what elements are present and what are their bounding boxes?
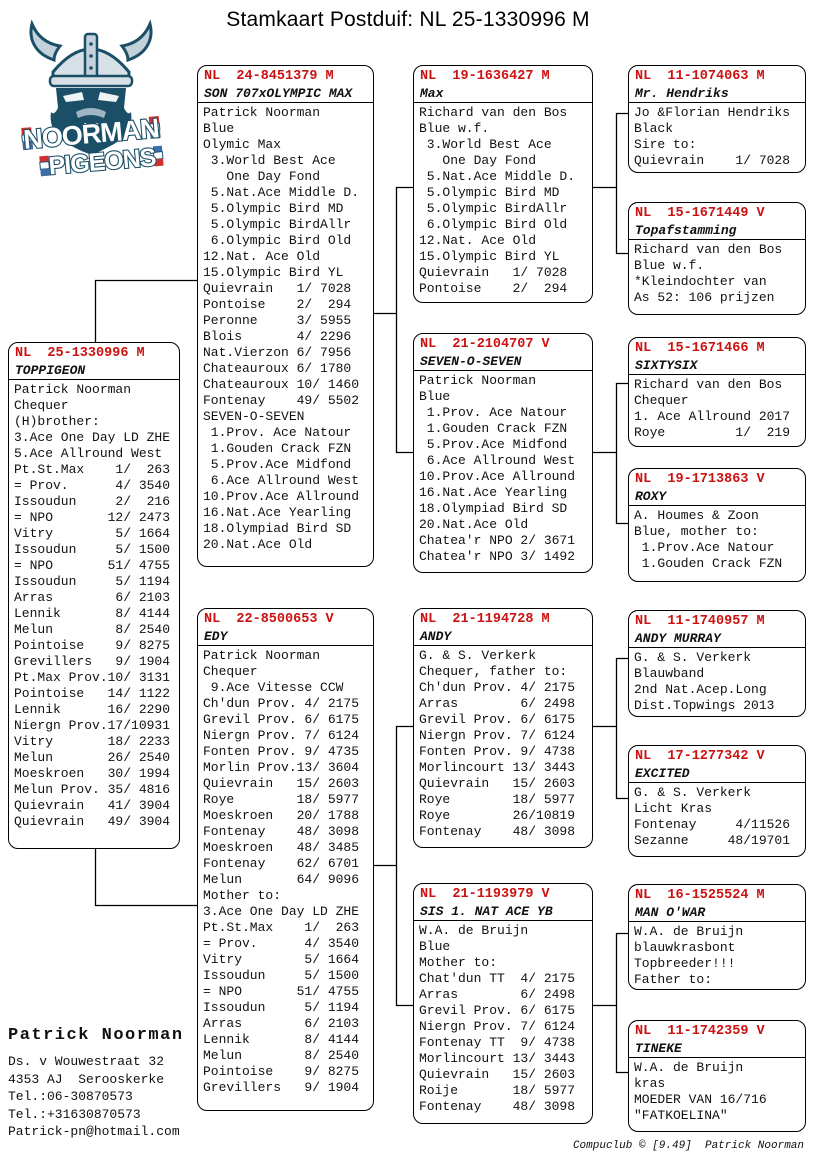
pigeon-name: ANDY: [414, 629, 592, 646]
ring-number: NL 19-1713863 V: [635, 472, 765, 487]
pigeon-details: W.A. de Bruijn blauwkrasbont Topbreeder!…: [634, 924, 744, 987]
pedigree-box-roxy: NL 19-1713863 V ROXY A. Houmes & Zoon Bl…: [628, 468, 806, 582]
ring-number: NL 24-8451379 M: [204, 69, 334, 84]
owner-address-line: Ds. v Wouwestraat 32: [8, 1054, 165, 1069]
pedigree-box-excited: NL 17-1277342 V EXCITED G. & S. Verkerk …: [628, 745, 806, 857]
ring-number: NL 21-2104707 V: [420, 337, 550, 352]
viking-horn-right-icon: [119, 19, 153, 63]
pigeon-name: ROXY: [629, 489, 805, 506]
ring-number: NL 11-1742359 V: [635, 1024, 765, 1039]
connector-father-parents: [373, 186, 413, 454]
pedigree-box-sis: NL 21-1193979 V SIS 1. NAT ACE YB W.A. d…: [413, 883, 593, 1124]
owner-email: Patrick-pn@hotmail.com: [8, 1124, 180, 1139]
pigeon-details: Patrick Noorman Chequer (H)brother: 3.Ac…: [14, 382, 171, 829]
connector-andy-parents: [593, 657, 628, 800]
pigeon-details: G. & S. Verkerk Blauwband 2nd Nat.Acep.L…: [634, 650, 775, 713]
pedigree-box-andy-murray: NL 11-1740957 M ANDY MURRAY G. & S. Verk…: [628, 610, 806, 717]
pigeon-details: G. & S. Verkerk Chequer, father to: Ch'd…: [419, 648, 576, 839]
pigeon-name: ANDY MURRAY: [629, 631, 805, 648]
pigeon-name: SEVEN-O-SEVEN: [414, 354, 592, 371]
pedigree-box-father: NL 24-8451379 M SON 707xOLYMPIC MAX Patr…: [197, 65, 374, 567]
pigeon-name: Mr. Hendriks: [629, 86, 805, 103]
owner-phone: Tel.:+31630870573: [8, 1106, 141, 1122]
connector-sis-parents: [593, 932, 628, 1074]
pigeon-details: Patrick Noorman Chequer 9.Ace Vitesse CC…: [203, 648, 360, 1095]
pigeon-details: G. & S. Verkerk Licht Kras Fontenay 4/11…: [634, 785, 791, 848]
ring-number: NL 15-1671466 M: [635, 341, 765, 356]
compuclub-credit: Compuclub © [9.49] Patrick Noorman: [572, 1140, 804, 1152]
connector-mother-parents: [373, 725, 413, 1007]
connector-max-parents: [593, 112, 628, 255]
pedigree-box-max: NL 19-1636427 M Max Richard van den Bos …: [413, 65, 593, 303]
ring-number: NL 11-1740957 M: [635, 614, 765, 629]
pigeon-name: TOPPIGEON: [9, 363, 179, 380]
pedigree-box-sixtysix: NL 15-1671466 M SIXTYSIX Richard van den…: [628, 337, 806, 447]
ring-number: NL 17-1277342 V: [635, 749, 765, 764]
pigeon-details: A. Houmes & Zoon Blue, mother to: 1.Prov…: [634, 508, 783, 571]
pigeon-name: SIS 1. NAT ACE YB: [414, 904, 592, 921]
owner-phone: Tel.:06-30870573: [8, 1089, 133, 1104]
pigeon-details: Richard van den Bos Blue w.f. *Kleindoch…: [634, 242, 783, 305]
pigeon-details: Patrick Noorman Blue 1.Prov. Ace Natour …: [419, 373, 576, 564]
pigeon-name: MAN O'WAR: [629, 905, 805, 922]
viking-face-icon: [50, 88, 132, 154]
ring-number: NL 21-1194728 M: [420, 612, 550, 627]
pigeon-name: EDY: [198, 629, 373, 646]
ring-number: NL 19-1636427 M: [420, 69, 550, 84]
owner-contact-block: Patrick Noorman Ds. v Wouwestraat 32 435…: [8, 1026, 248, 1141]
ring-number: NL 11-1074063 M: [635, 69, 765, 84]
connector-subject-father: [94, 279, 197, 343]
pedigree-box-toppigeon: NL 25-1330996 M TOPPIGEON Patrick Noorma…: [8, 342, 180, 849]
pigeon-name: EXCITED: [629, 766, 805, 783]
noorman-pigeons-logo: NOORMAN PIGEONS: [21, 19, 164, 180]
ring-number: NL 15-1671449 V: [635, 206, 765, 221]
ring-number: NL 25-1330996 M: [15, 346, 145, 361]
pigeon-details: W.A. de Bruijn Blue Mother to: Chat'dun …: [419, 923, 576, 1114]
pedigree-box-man-o-war: NL 16-1525524 M MAN O'WAR W.A. de Bruijn…: [628, 884, 806, 990]
ring-number: NL 21-1193979 V: [420, 887, 550, 902]
pigeon-name: TINEKE: [629, 1041, 805, 1058]
pigeon-details: W.A. de Bruijn kras MOEDER VAN 16/716 "F…: [634, 1060, 767, 1123]
viking-horn-left-icon: [29, 19, 63, 63]
pigeon-name: SON 707xOLYMPIC MAX: [198, 86, 373, 103]
pigeon-details: Patrick Noorman Blue Olymic Max 3.World …: [203, 105, 360, 552]
pigeon-name: Max: [414, 86, 592, 103]
pigeon-name: SIXTYSIX: [629, 358, 805, 375]
pigeon-name: Topafstamming: [629, 223, 805, 240]
ring-number: NL 16-1525524 M: [635, 888, 765, 903]
ring-number: NL 22-8500653 V: [204, 612, 334, 627]
connector-subject-mother: [94, 848, 197, 907]
pigeon-details: Richard van den Bos Blue w.f. 3.World Be…: [419, 105, 576, 296]
pedigree-box-mr-hendriks: NL 11-1074063 M Mr. Hendriks Jo &Florian…: [628, 65, 806, 173]
pedigree-box-andy: NL 21-1194728 M ANDY G. & S. Verkerk Che…: [413, 608, 593, 848]
connector-seven-parents: [593, 382, 628, 525]
page-title: Stamkaart Postduif: NL 25-1330996 M: [226, 8, 590, 31]
pedigree-box-tineke: NL 11-1742359 V TINEKE W.A. de Bruijn kr…: [628, 1020, 806, 1132]
pigeon-details: Jo &Florian Hendriks Black Sire to: Quie…: [634, 105, 791, 168]
pedigree-box-topafstamming: NL 15-1671449 V Topafstamming Richard va…: [628, 202, 806, 315]
pedigree-box-seven-o-seven: NL 21-2104707 V SEVEN-O-SEVEN Patrick No…: [413, 333, 593, 573]
pigeon-details: Richard van den Bos Chequer 1. Ace Allro…: [634, 377, 791, 440]
pedigree-box-mother: NL 22-8500653 V EDY Patrick Noorman Cheq…: [197, 608, 374, 1111]
owner-address-line: 4353 AJ Serooskerke: [8, 1071, 165, 1087]
owner-name: Patrick Noorman: [8, 1026, 184, 1045]
